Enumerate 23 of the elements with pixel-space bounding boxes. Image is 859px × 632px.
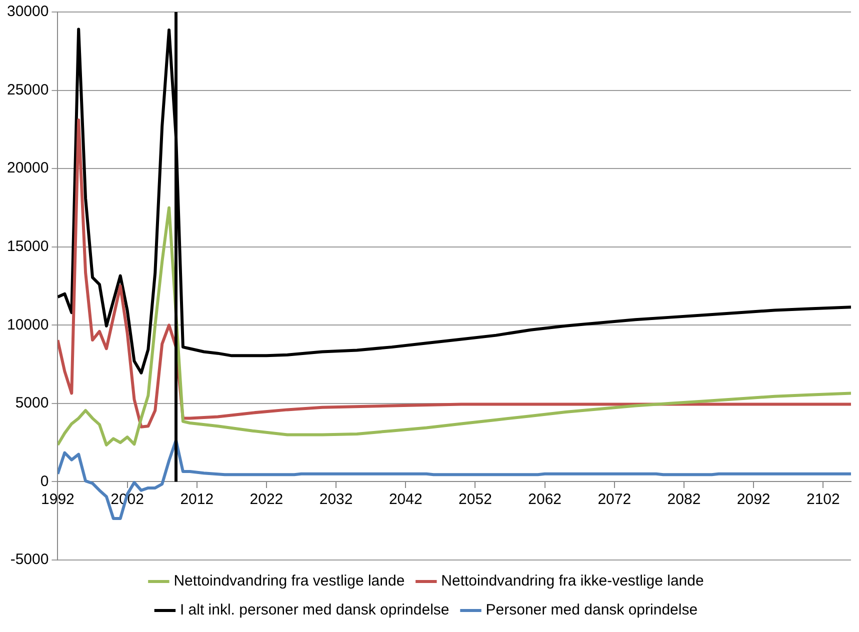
x-tick-label: 2102 [806, 490, 840, 508]
legend-label: Nettoindvandring fra vestlige lande [174, 572, 405, 590]
x-tick-label: 2022 [250, 490, 284, 508]
x-tick-label: 2032 [319, 490, 353, 508]
x-tick-label: 2042 [388, 490, 422, 508]
x-tick-label: 2092 [736, 490, 770, 508]
legend-label: Personer med dansk oprindelse [486, 602, 698, 619]
x-tick-label: 1992 [41, 490, 74, 508]
x-tick-label: 2052 [458, 490, 492, 508]
legend-label: Nettoindvandring fra ikke-vestlige lande [441, 572, 704, 590]
x-tick-label: 2012 [180, 490, 214, 508]
y-tick-label: 0 [40, 472, 49, 490]
y-tick-label: 10000 [6, 316, 49, 334]
y-tick-label: -5000 [10, 551, 49, 568]
y-tick-label: 30000 [6, 3, 49, 20]
y-tick-label: 20000 [6, 160, 49, 177]
x-tick-label: 2082 [667, 490, 701, 508]
y-tick-label: 5000 [15, 394, 49, 412]
x-tick-label: 2062 [528, 490, 562, 508]
y-tick-label: 25000 [6, 81, 49, 98]
y-tick-label: 15000 [6, 238, 49, 255]
x-tick-label: 2072 [598, 490, 632, 508]
legend-label: I alt inkl. personer med dansk oprindelse [180, 602, 450, 619]
